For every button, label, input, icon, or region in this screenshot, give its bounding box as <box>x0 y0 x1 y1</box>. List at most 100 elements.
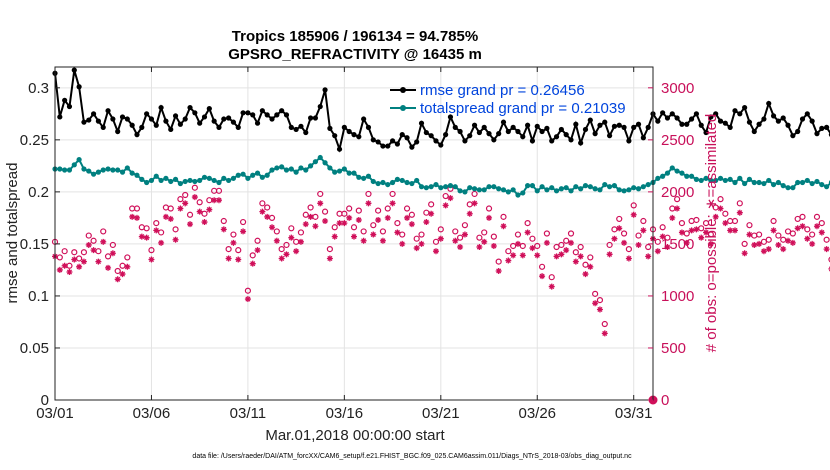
spread-point <box>515 192 521 198</box>
rmse-point <box>645 124 651 130</box>
obs-possible-point <box>109 241 116 249</box>
obs-assimilated-point <box>698 234 705 241</box>
obs-assimilated-point <box>577 253 584 260</box>
spread-point <box>57 166 63 172</box>
rmse-point <box>361 116 367 122</box>
obs-possible-point <box>182 191 189 199</box>
obs-assimilated-point <box>674 205 681 212</box>
spread-point <box>621 188 627 194</box>
rmse-point <box>708 114 714 120</box>
obs-possible-point <box>794 215 801 223</box>
obs-assimilated-point <box>621 239 628 246</box>
obs-assimilated-point <box>707 240 714 247</box>
x-tick-label: 03/21 <box>422 405 460 422</box>
spread-point <box>766 177 772 184</box>
obs-assimilated-point <box>312 223 319 230</box>
rmse-point <box>71 67 77 73</box>
x-tick-label: 03/16 <box>326 405 364 422</box>
rmse-point <box>182 116 188 122</box>
obs-possible-point <box>403 205 411 212</box>
rmse-point <box>467 133 473 139</box>
rmse-point <box>283 112 290 118</box>
rmse-point <box>418 120 425 126</box>
obs-possible-point <box>254 237 261 244</box>
obs-assimilated-point <box>331 233 338 240</box>
spread-point <box>520 190 526 196</box>
obs-possible-point <box>722 210 729 217</box>
rmse-point <box>115 128 121 135</box>
spread-point <box>664 170 671 176</box>
rmse-point <box>187 104 193 111</box>
rmse-point <box>742 104 748 111</box>
obs-possible-point <box>755 231 763 238</box>
obs-assimilated-point <box>447 195 454 202</box>
obs-possible-point <box>736 200 743 207</box>
rmse-point <box>409 144 415 150</box>
obs-assimilated-point <box>235 256 242 263</box>
spread-point <box>404 179 410 186</box>
obs-possible-point <box>659 224 666 231</box>
rmse-point <box>221 116 227 122</box>
obs-assimilated-point <box>196 208 203 215</box>
y-axis-label-right: # of obs: o=possible; ∗=assimilated <box>703 114 720 353</box>
spread-point <box>356 174 362 180</box>
obs-assimilated-point <box>230 239 237 246</box>
spread-point <box>124 165 130 171</box>
obs-assimilated-point <box>76 263 83 270</box>
obs-possible-point <box>674 196 681 203</box>
obs-assimilated-point <box>809 240 816 247</box>
obs-possible-point <box>124 254 131 261</box>
spread-point <box>168 178 174 185</box>
obs-possible-point <box>592 290 599 297</box>
rmse-point <box>655 118 661 124</box>
obs-possible-point <box>500 213 507 220</box>
rmse-point <box>380 143 386 149</box>
rmse-point <box>385 143 391 149</box>
spread-point <box>235 172 241 178</box>
obs-assimilated-point <box>375 216 382 223</box>
spread-point <box>283 167 290 173</box>
obs-possible-point <box>823 236 830 243</box>
spread-point <box>216 179 222 186</box>
rmse-point <box>476 129 482 136</box>
obs-assimilated-point <box>172 236 179 243</box>
obs-possible-point <box>167 205 174 212</box>
rmse-point <box>606 133 613 139</box>
obs-possible-point <box>172 226 179 233</box>
legend-marker-rmse <box>400 87 406 93</box>
obs-assimilated-point <box>534 252 541 259</box>
rmse-point <box>235 124 241 130</box>
obs-possible-point <box>669 205 676 212</box>
rmse-point <box>558 126 564 133</box>
obs-assimilated-point <box>85 241 92 248</box>
rmse-point <box>703 129 709 136</box>
obs-assimilated-point <box>799 223 806 230</box>
obs-assimilated-point <box>418 240 425 247</box>
obs-possible-point <box>76 255 83 262</box>
rmse-point <box>428 133 434 139</box>
spread-point <box>597 187 603 193</box>
rmse-point <box>790 133 796 139</box>
obs-possible-point <box>177 196 184 203</box>
spread-point <box>158 177 164 184</box>
rmse-point <box>322 87 328 93</box>
rmse-point <box>515 128 521 135</box>
obs-possible-point <box>114 267 121 275</box>
obs-assimilated-point <box>785 237 792 244</box>
spread-point <box>100 167 106 173</box>
ticks: 03/01 03/06 03/11 03/16 03/21 03/26 03/31 0 0.05… <box>20 67 694 422</box>
spread-point <box>669 165 675 171</box>
obs-assimilated-point <box>746 231 753 238</box>
obs-possible-point <box>104 253 112 260</box>
spread-point <box>770 181 777 188</box>
obs-possible-point <box>678 219 686 227</box>
rmse-point <box>491 137 497 143</box>
obs-possible-point <box>331 224 338 231</box>
rmse-point <box>766 100 772 107</box>
obs-assimilated-point <box>789 239 796 246</box>
spread-point <box>172 176 179 182</box>
legend-marker-spread <box>400 105 406 111</box>
obs-possible-point <box>620 230 628 237</box>
spread-point <box>592 186 598 192</box>
spread-point <box>182 178 188 185</box>
